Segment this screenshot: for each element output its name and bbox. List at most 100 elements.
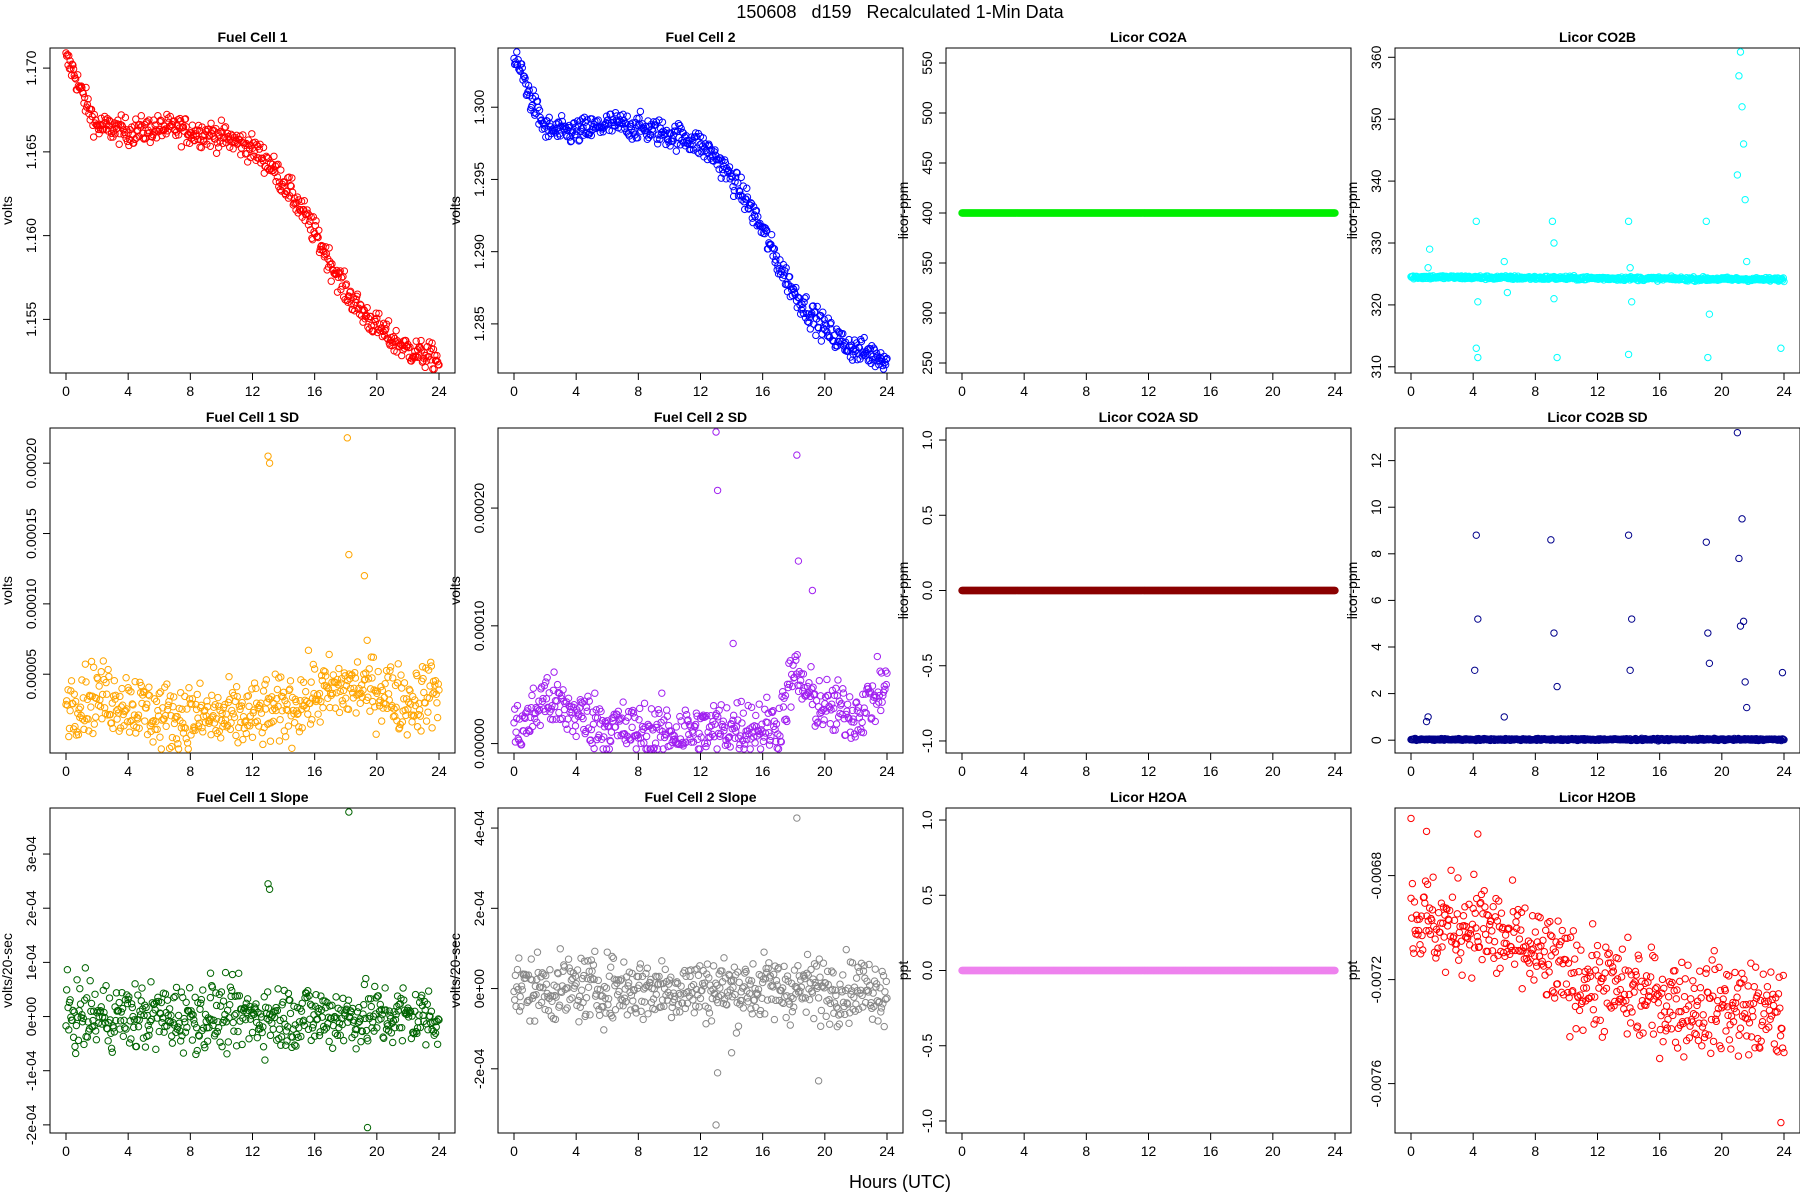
scatter-points — [958, 586, 1339, 595]
data-point — [62, 986, 71, 994]
y-tick-label: 320 — [1368, 293, 1384, 317]
x-tick-label: 20 — [369, 763, 385, 779]
data-point — [314, 233, 322, 242]
panel-title: Licor CO2A — [1110, 29, 1187, 45]
data-point — [81, 964, 90, 972]
data-point — [550, 668, 558, 676]
data-point — [672, 147, 681, 155]
data-point — [217, 116, 226, 124]
data-point — [276, 715, 284, 724]
data-point — [430, 365, 438, 373]
data-point — [400, 679, 409, 687]
data-point — [572, 732, 580, 741]
outlier-point — [1704, 353, 1712, 362]
data-point — [65, 51, 73, 60]
data-point — [208, 691, 216, 700]
data-point — [351, 307, 359, 315]
data-point — [375, 309, 383, 318]
data-point — [300, 197, 309, 205]
y-tick-label: 6 — [1368, 596, 1384, 604]
data-point — [97, 667, 105, 676]
data-point — [261, 680, 269, 688]
outlier-point — [1500, 257, 1508, 266]
data-point — [339, 272, 347, 281]
data-point — [286, 1009, 295, 1018]
y-tick-label: 550 — [919, 51, 935, 75]
data-point — [239, 735, 247, 744]
data-point — [386, 663, 395, 671]
data-point — [823, 675, 831, 684]
data-point — [79, 694, 87, 702]
data-point — [105, 994, 114, 1002]
outlier-point — [1702, 217, 1710, 226]
data-point — [775, 704, 783, 712]
outlier-point — [1705, 659, 1714, 668]
data-point — [219, 997, 228, 1005]
data-point — [389, 674, 397, 682]
outlier-point — [1424, 264, 1432, 272]
panel-title: Licor CO2B SD — [1547, 409, 1647, 425]
data-point — [304, 221, 313, 229]
x-tick-label: 24 — [1776, 383, 1792, 399]
x-tick-label: 4 — [124, 383, 132, 399]
x-tick-label: 20 — [817, 763, 833, 779]
data-point — [229, 1018, 237, 1027]
data-point — [157, 745, 166, 753]
data-point — [397, 671, 405, 679]
data-point — [591, 689, 599, 697]
data-point — [636, 704, 644, 713]
data-point — [67, 677, 76, 685]
data-point — [76, 984, 84, 993]
data-point — [566, 138, 575, 146]
x-tick-label: 12 — [245, 1143, 261, 1159]
y-tick-label: -0.5 — [919, 653, 935, 677]
data-point — [74, 71, 82, 79]
page-title: 150608 d159 Recalculated 1-Min Data — [736, 2, 1064, 22]
x-tick-label: 16 — [1652, 763, 1668, 779]
data-point — [76, 1000, 85, 1008]
data-point — [127, 1035, 135, 1043]
data-point — [315, 226, 323, 234]
scatter-points — [62, 808, 443, 1132]
outlier-point — [1624, 217, 1633, 226]
data-point — [622, 120, 630, 128]
data-point — [134, 991, 142, 999]
data-point — [141, 1043, 150, 1051]
data-point — [118, 684, 126, 693]
scatter-points — [1407, 428, 1788, 745]
y-tick-label: 1.295 — [471, 162, 487, 197]
data-point — [428, 724, 436, 732]
data-point — [417, 336, 425, 345]
outlier-point — [1503, 288, 1512, 297]
data-point — [383, 704, 391, 713]
x-tick-label: 16 — [755, 383, 771, 399]
data-point — [826, 720, 835, 728]
data-point — [279, 178, 288, 186]
data-point — [137, 112, 145, 120]
data-point — [416, 712, 425, 720]
data-point — [199, 728, 207, 736]
data-point — [623, 112, 631, 120]
y-tick-label: 1.290 — [471, 234, 487, 269]
data-point — [270, 152, 278, 160]
data-point — [370, 321, 378, 329]
y-tick-label: 0.00015 — [23, 508, 39, 559]
data-point — [413, 723, 422, 731]
data-point — [575, 136, 584, 144]
data-point — [382, 325, 390, 333]
x-tick-label: 20 — [1265, 763, 1281, 779]
outlier-point — [264, 452, 272, 460]
outlier-point — [1425, 245, 1434, 253]
data-point — [352, 709, 360, 717]
data-point — [165, 744, 174, 753]
data-point — [226, 1000, 234, 1009]
outlier-point — [360, 572, 369, 580]
data-point — [63, 51, 72, 59]
outlier-point — [265, 459, 274, 467]
data-point — [73, 976, 81, 984]
data-point — [346, 287, 355, 296]
data-point — [662, 706, 671, 714]
data-point — [421, 363, 429, 372]
scatter-points — [510, 428, 891, 753]
outlier-point — [713, 486, 722, 495]
